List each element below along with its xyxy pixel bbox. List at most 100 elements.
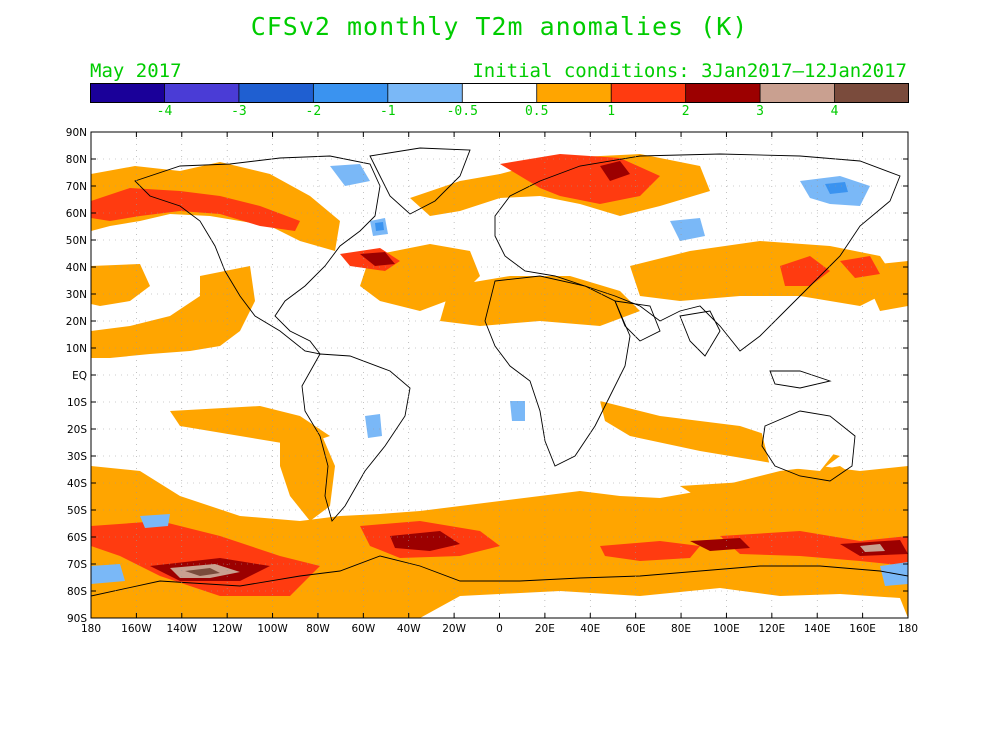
colorbar-label: 0.5 — [524, 104, 549, 119]
warm-region-nw-pacific — [91, 264, 150, 306]
very-hot-region-weddell — [390, 531, 460, 551]
latitude-tick-label: 90N — [66, 127, 87, 139]
warm-region-sa-west — [280, 426, 335, 521]
anomaly-fields — [91, 154, 908, 618]
colorbar-label: 2 — [681, 104, 690, 119]
latitude-tick-label: 70S — [67, 559, 87, 571]
colorbar-label: 1 — [607, 104, 616, 119]
latitude-tick-label: 50S — [67, 505, 87, 517]
coastline-australia — [761, 410, 856, 482]
latitude-tick-label: 30S — [67, 451, 87, 463]
cold-region-siberia — [825, 182, 848, 194]
hot-region-indian-south — [600, 541, 700, 561]
longitude-labels: 180 160W 140W 120W 100W 80W 60W 40W 20W 0 20E 40E 60… — [81, 623, 918, 635]
colorbar-label: -1 — [379, 104, 396, 119]
latitude-labels: 90N 80N 70N 60N 50N 40N 30N 20N 10N EQ 10S 20S 30S 40… — [66, 127, 88, 625]
cold-region-labrador — [375, 222, 384, 231]
longitude-tick-label: 40E — [580, 623, 600, 635]
colorbar-swatch — [238, 83, 314, 103]
longitude-tick-label: 160W — [121, 623, 152, 635]
cool-region-sa-interior — [365, 414, 382, 438]
initial-conditions: Initial conditions: 3Jan2017–12Jan2017 — [472, 60, 907, 82]
cool-region-africa-south — [510, 401, 525, 421]
colorbar-swatch — [164, 83, 240, 103]
latitude-tick-label: 10N — [66, 343, 87, 355]
coastline-antarctica — [91, 555, 908, 597]
very-hot-region-atlantic — [360, 252, 395, 266]
longitude-tick-label: 80E — [671, 623, 691, 635]
coastline-arabia — [614, 300, 661, 342]
map-title: CFSv2 monthly T2m anomalies (K) — [250, 12, 749, 41]
longitude-tick-label: 120E — [758, 623, 785, 635]
longitude-tick-label: 20E — [535, 623, 555, 635]
longitude-tick-label: 100E — [713, 623, 740, 635]
colorbar-swatch — [834, 83, 909, 103]
coastline-north-america — [134, 155, 381, 355]
coastlines — [91, 147, 908, 597]
anomaly-map: 90N 80N 70N 60N 50N 40N 30N 20N 10N EQ 10S 20S 30S 40… — [66, 127, 918, 635]
coastline-south-america — [301, 353, 411, 522]
latitude-tick-label: 20N — [66, 316, 87, 328]
cool-region-east-antarctic — [880, 562, 908, 586]
colorbar-swatch — [462, 83, 538, 103]
latitude-tick-label: 70N — [66, 181, 87, 193]
warm-region-asia — [630, 241, 900, 306]
cool-region-west-antarctic — [91, 564, 125, 584]
hot-region-east-antarctic — [720, 531, 908, 566]
latitude-tick-label: 20S — [67, 424, 87, 436]
colorbar-labels: -4 -3 -2 -1 -0.5 0.5 1 2 3 4 — [0, 104, 999, 120]
colorbar-swatch — [536, 83, 612, 103]
longitude-tick-label: 80W — [306, 623, 330, 635]
colorbar — [90, 83, 909, 103]
latitude-tick-label: 60N — [66, 208, 87, 220]
latitude-tick-label: EQ — [72, 370, 87, 382]
latitude-tick-label: 40N — [66, 262, 87, 274]
coastline-eurasia — [494, 153, 901, 352]
colorbar-label: -0.5 — [446, 104, 478, 119]
coastline-africa — [484, 275, 631, 467]
hot-region-southern-pacific — [91, 521, 320, 596]
hot-region-north-pacific — [91, 188, 300, 231]
longitude-tick-label: 140W — [167, 623, 198, 635]
latitude-tick-label: 30N — [66, 289, 87, 301]
longitude-tick-label: 40W — [397, 623, 421, 635]
colorbar-label: -3 — [231, 104, 247, 119]
cool-region-east-asia — [670, 218, 705, 241]
very-hot-region-east-antarctic — [690, 538, 750, 551]
longitude-tick-label: 0 — [496, 623, 503, 635]
valid-month: May 2017 — [90, 60, 182, 82]
latitude-tick-label: 80N — [66, 154, 87, 166]
longitude-tick-label: 120W — [212, 623, 243, 635]
latitude-tick-label: 60S — [67, 532, 87, 544]
colorbar-swatch — [387, 83, 463, 103]
axis-ticks — [90, 131, 909, 619]
coastline-india — [679, 310, 721, 357]
coastline-indonesia — [769, 370, 832, 389]
longitude-tick-label: 180 — [898, 623, 918, 635]
colorbar-label: 4 — [830, 104, 839, 119]
colorbar-swatch — [685, 83, 761, 103]
colorbar-swatch — [760, 83, 836, 103]
colorbar-label: 3 — [756, 104, 764, 119]
coastline-greenland — [369, 147, 471, 215]
neutral-antarctic-interior — [420, 588, 908, 618]
latitude-tick-label: 50N — [66, 235, 87, 247]
extreme-region-amundsen-brown — [185, 568, 220, 576]
latitude-tick-label: 90S — [67, 613, 87, 625]
latitude-tick-label: 10S — [67, 397, 87, 409]
longitude-tick-label: 160E — [849, 623, 876, 635]
longitude-tick-label: 20W — [442, 623, 466, 635]
colorbar-frame — [90, 83, 909, 103]
colorbar-swatch — [90, 83, 165, 103]
neutral-africa — [510, 336, 605, 461]
extreme-region-ross-pink — [860, 544, 885, 552]
latitude-tick-label: 80S — [67, 586, 87, 598]
neutral-australia — [760, 426, 840, 471]
longitude-tick-label: 140E — [804, 623, 831, 635]
warm-region-ne-pacific — [91, 266, 255, 358]
very-hot-region-barents — [600, 161, 630, 181]
colorbar-label: -2 — [305, 104, 322, 119]
warm-region-australia-south — [680, 466, 870, 511]
latitude-tick-label: 40S — [67, 478, 87, 490]
colorbar-swatch — [313, 83, 389, 103]
